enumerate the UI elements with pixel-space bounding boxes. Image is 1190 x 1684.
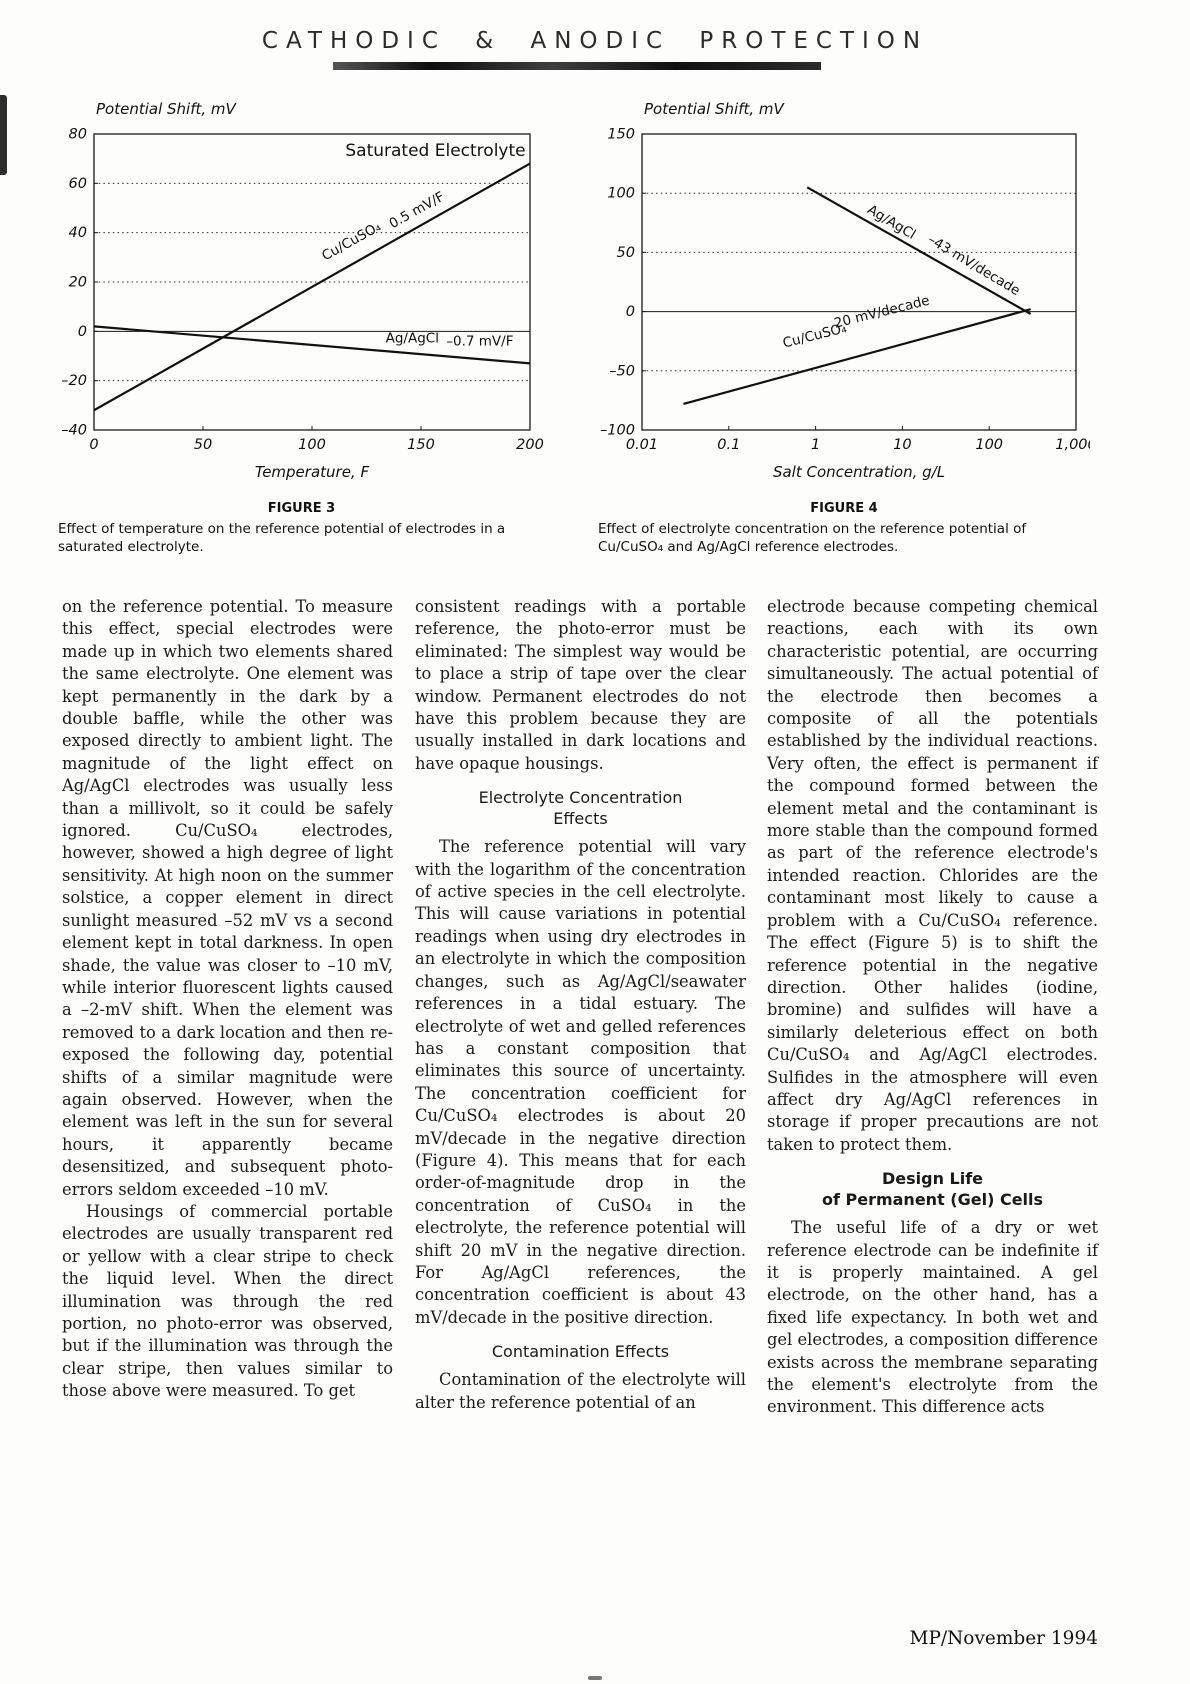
scan-artifact-mark	[0, 95, 7, 175]
svg-text:20: 20	[69, 275, 87, 291]
figure4-caption-title: FIGURE 4	[810, 501, 878, 516]
svg-text:1: 1	[811, 437, 820, 453]
svg-text:Temperature, F: Temperature, F	[255, 463, 370, 481]
section-heading: Contamination Effects	[491, 1342, 670, 1362]
svg-text:Saturated Electrolyte: Saturated Electrolyte	[345, 141, 525, 161]
svg-text:–40: –40	[61, 423, 87, 439]
scan-artifact-dot	[588, 1676, 602, 1680]
header-rule	[333, 62, 821, 70]
body-paragraph: Housings of commercial portable electrod…	[62, 1201, 393, 1401]
figure3-caption-text: Effect of temperature on the reference p…	[58, 521, 506, 555]
body-paragraph: consistent readings with a portable refe…	[415, 597, 746, 773]
figure4-caption: FIGURE 4 Effect of electrolyte concentra…	[598, 500, 1090, 557]
page-footer: MP/November 1994	[909, 1628, 1099, 1649]
svg-text:100: 100	[975, 437, 1003, 453]
svg-text:Cu/CuSO₄: Cu/CuSO₄	[319, 219, 384, 265]
figure4-caption-text: Effect of electrolyte concentration on t…	[598, 521, 1027, 555]
svg-text:Ag/AgCl: Ag/AgCl	[386, 331, 439, 347]
svg-text:150: 150	[407, 437, 435, 453]
svg-text:20 mV/decade: 20 mV/decade	[832, 293, 931, 332]
svg-text:0.1: 0.1	[717, 437, 740, 453]
svg-text:Potential Shift, mV: Potential Shift, mV	[644, 100, 786, 118]
svg-text:Potential Shift, mV: Potential Shift, mV	[96, 100, 238, 118]
svg-text:0: 0	[626, 304, 635, 320]
svg-text:80: 80	[69, 127, 87, 143]
svg-text:200: 200	[516, 437, 544, 453]
svg-text:10: 10	[893, 437, 911, 453]
svg-text:0.01: 0.01	[626, 437, 658, 453]
svg-text:40: 40	[69, 225, 87, 241]
figure3-panel: 80 60 40 20 0 –20 –40 0 50 100 150 200 0.5 mV/F Cu/Cu…	[58, 98, 545, 496]
body-paragraph: Contamination of the electrolyte will al…	[415, 1370, 746, 1412]
svg-text:–0.7 mV/F: –0.7 mV/F	[446, 334, 513, 350]
svg-text:100: 100	[298, 437, 326, 453]
svg-text:1,000: 1,000	[1055, 437, 1090, 453]
section-heading: Electrolyte Concentration Effects	[478, 788, 683, 829]
svg-text:150: 150	[607, 127, 635, 143]
figure3-caption-title: FIGURE 3	[267, 501, 336, 516]
text-column-3: electrode because competing chemical rea…	[767, 596, 1098, 1419]
svg-text:–43 mV/decade: –43 mV/decade	[925, 231, 1023, 299]
svg-text:Ag/AgCl: Ag/AgCl	[864, 202, 918, 243]
svg-text:50: 50	[617, 245, 635, 261]
svg-text:0: 0	[89, 437, 98, 453]
body-paragraph: The reference potential will vary with t…	[415, 837, 746, 1327]
svg-text:–20: –20	[61, 373, 87, 389]
svg-text:0: 0	[78, 324, 87, 340]
text-column-2: consistent readings with a portable refe…	[415, 596, 746, 1414]
svg-text:0.5 mV/F: 0.5 mV/F	[387, 189, 448, 232]
figure3-caption: FIGURE 3 Effect of temperature on the re…	[58, 500, 545, 557]
page-header: CATHODIC & ANODIC PROTECTION	[261, 28, 929, 54]
body-paragraph: electrode because competing chemical rea…	[767, 597, 1098, 1154]
svg-text:–50: –50	[609, 363, 635, 379]
text-column-1: on the reference potential. To measure t…	[62, 596, 393, 1403]
body-paragraph: The useful life of a dry or wet referenc…	[767, 1218, 1098, 1417]
section-heading: Design Life of Permanent (Gel) Cells	[821, 1169, 1044, 1210]
svg-text:50: 50	[194, 437, 212, 453]
svg-text:60: 60	[69, 176, 87, 192]
svg-text:Salt Concentration, g/L: Salt Concentration, g/L	[773, 463, 945, 481]
svg-text:–100: –100	[600, 423, 635, 439]
svg-text:100: 100	[607, 186, 635, 202]
body-paragraph: on the reference potential. To measure t…	[62, 597, 393, 1199]
